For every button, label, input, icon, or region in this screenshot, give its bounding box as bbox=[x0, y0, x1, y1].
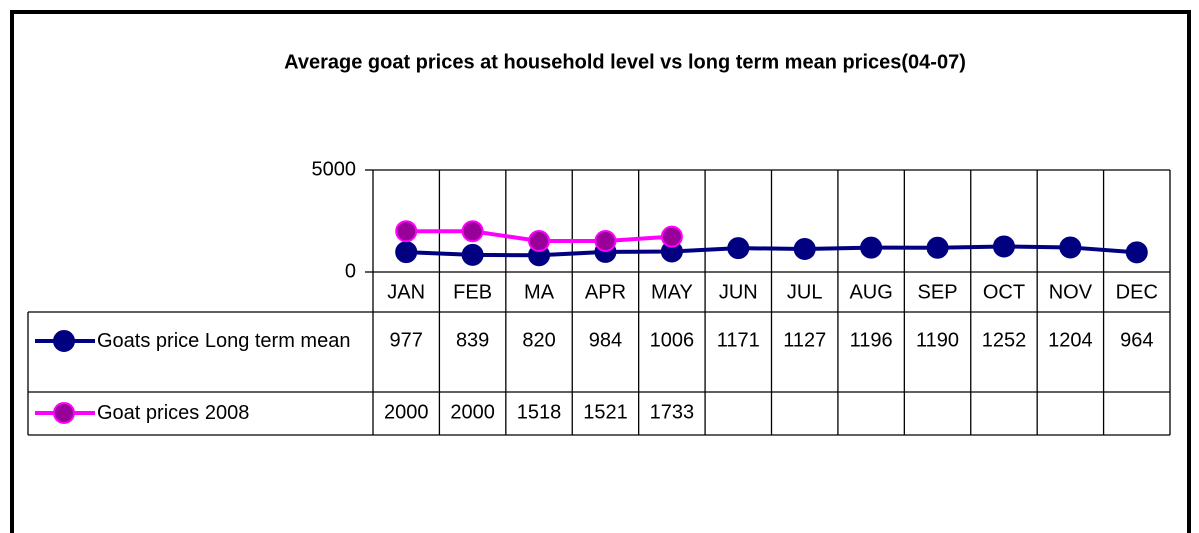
table-value: 1127 bbox=[783, 329, 826, 351]
table-value: 1196 bbox=[850, 329, 893, 351]
marker bbox=[727, 237, 750, 260]
legend-label-box: Goat prices 2008 bbox=[97, 402, 250, 424]
marker bbox=[461, 243, 484, 266]
marker bbox=[793, 238, 816, 261]
table-value: 2000 bbox=[450, 401, 495, 423]
x-tick-label: FEB bbox=[453, 281, 492, 303]
legend-marker bbox=[53, 402, 75, 424]
marker bbox=[992, 235, 1015, 258]
marker bbox=[395, 220, 418, 243]
y-tick-label: 5000 bbox=[312, 158, 357, 180]
x-tick-label: APR bbox=[585, 281, 626, 303]
series-line bbox=[406, 244, 1137, 258]
table-value: 1518 bbox=[517, 401, 562, 423]
table-value: 2000 bbox=[384, 401, 429, 423]
legend-marker bbox=[53, 330, 75, 352]
table-value: 1190 bbox=[916, 329, 959, 351]
x-tick-label: SEP bbox=[918, 281, 958, 303]
table-value: 1006 bbox=[650, 329, 695, 351]
x-tick-label: DEC bbox=[1116, 281, 1158, 303]
marker bbox=[926, 236, 949, 259]
table-value: 839 bbox=[456, 329, 489, 351]
legend-label-box: Goats price Long term mean bbox=[97, 330, 351, 352]
marker bbox=[860, 236, 883, 259]
x-tick-label: AUG bbox=[849, 281, 892, 303]
marker bbox=[1059, 236, 1082, 259]
table-value: 1733 bbox=[650, 401, 695, 423]
x-tick-label: JAN bbox=[387, 281, 425, 303]
marker bbox=[660, 225, 683, 248]
x-tick-label: JUN bbox=[719, 281, 758, 303]
y-tick-label: 0 bbox=[345, 260, 356, 282]
x-tick-label: NOV bbox=[1049, 281, 1093, 303]
x-tick-label: JUL bbox=[787, 281, 823, 303]
x-tick-label: MA bbox=[524, 281, 555, 303]
marker bbox=[594, 229, 617, 252]
legend-label: Goat prices 2008 bbox=[97, 402, 250, 424]
table-value: 964 bbox=[1120, 329, 1153, 351]
legend-label: Goats price Long term mean bbox=[97, 330, 351, 352]
x-tick-label: MAY bbox=[651, 281, 693, 303]
marker bbox=[461, 220, 484, 243]
data-table bbox=[27, 311, 1170, 436]
table-value: 1171 bbox=[717, 329, 760, 351]
table-value: 1521 bbox=[583, 401, 628, 423]
marker bbox=[528, 230, 551, 253]
marker bbox=[395, 241, 418, 264]
marker bbox=[1125, 241, 1148, 264]
table-value: 977 bbox=[390, 329, 423, 351]
table-value: 1252 bbox=[982, 329, 1027, 351]
x-tick-label: OCT bbox=[983, 281, 1025, 303]
chart-title: Average goat prices at household level v… bbox=[284, 51, 966, 73]
table-value: 820 bbox=[522, 329, 555, 351]
table-value: 984 bbox=[589, 329, 622, 351]
table-value: 1204 bbox=[1048, 329, 1093, 351]
